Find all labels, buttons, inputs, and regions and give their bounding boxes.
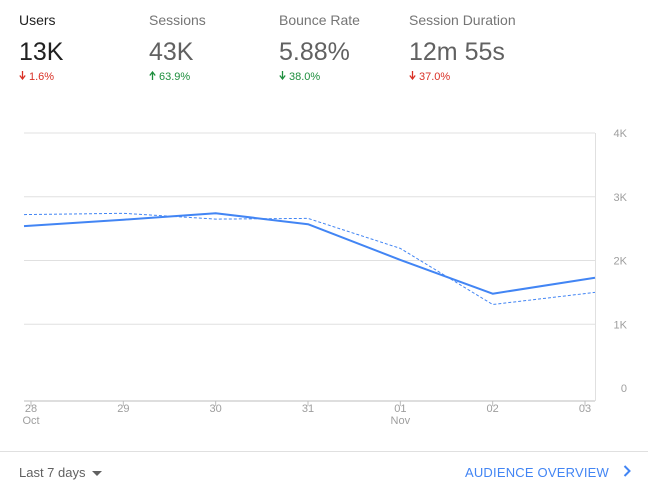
metric-delta: 37.0%	[409, 70, 539, 84]
metric-value: 13K	[19, 38, 64, 66]
metric-label: Users	[19, 12, 56, 28]
metric-delta-value: 37.0%	[419, 71, 451, 83]
users-line-chart: 0 1K 2K 3K 4K 28 Oct 29 30 31 01 Nov 02 03	[0, 120, 648, 440]
y-tick-label: 4K	[614, 128, 628, 140]
card-footer: Last 7 days AUDIENCE OVERVIEW	[0, 451, 648, 488]
metric-users[interactable]: Users 13K 1.6%	[19, 10, 149, 84]
metric-delta-value: 38.0%	[289, 71, 321, 83]
metric-value: 43K	[149, 38, 194, 66]
metrics-row: Users 13K 1.6% Sessions 43K 63.9% Bounce…	[0, 0, 648, 100]
x-tick-sublabel: Nov	[391, 415, 411, 427]
audience-overview-label: AUDIENCE OVERVIEW	[464, 465, 609, 480]
metric-value: 12m 55s	[409, 38, 505, 66]
chevron-right-icon	[623, 465, 631, 480]
arrow-down-icon	[19, 71, 27, 80]
series-line-current	[23, 212, 596, 295]
metric-delta-value: 1.6%	[29, 71, 55, 83]
metric-delta: 1.6%	[19, 70, 149, 84]
metric-delta-value: 63.9%	[159, 71, 191, 83]
y-tick-label: 1K	[614, 319, 628, 331]
metric-delta: 38.0%	[279, 70, 409, 84]
metric-value: 5.88%	[279, 38, 350, 66]
metric-label: Bounce Rate	[279, 12, 360, 28]
x-tick-label: 03	[579, 403, 591, 415]
metric-bounce-rate[interactable]: Bounce Rate 5.88% 38.0%	[279, 10, 409, 84]
x-tick-label: 02	[487, 403, 499, 415]
metric-delta: 63.9%	[149, 70, 279, 84]
date-range-label: Last 7 days	[19, 465, 86, 480]
x-tick-sublabel: Oct	[22, 415, 39, 427]
x-tick-label: 31	[302, 403, 314, 415]
audience-overview-link[interactable]: AUDIENCE OVERVIEW	[465, 465, 631, 480]
caret-down-icon	[91, 470, 102, 476]
y-tick-label: 0	[621, 383, 627, 395]
metric-sessions[interactable]: Sessions 43K 63.9%	[149, 10, 279, 84]
arrow-down-icon	[409, 71, 417, 80]
arrow-down-icon	[279, 71, 287, 80]
x-tick-label: 01	[394, 403, 406, 415]
date-range-dropdown[interactable]: Last 7 days	[19, 465, 102, 480]
metric-label: Session Duration	[409, 12, 516, 28]
metric-label: Sessions	[149, 12, 206, 28]
arrow-up-icon	[149, 71, 157, 80]
x-tick-label: 29	[117, 403, 129, 415]
x-tick-label: 30	[210, 403, 222, 415]
x-tick-label: 28	[25, 403, 37, 415]
metric-session-duration[interactable]: Session Duration 12m 55s 37.0%	[409, 10, 539, 84]
y-tick-label: 3K	[614, 192, 628, 204]
y-tick-label: 2K	[614, 256, 628, 268]
